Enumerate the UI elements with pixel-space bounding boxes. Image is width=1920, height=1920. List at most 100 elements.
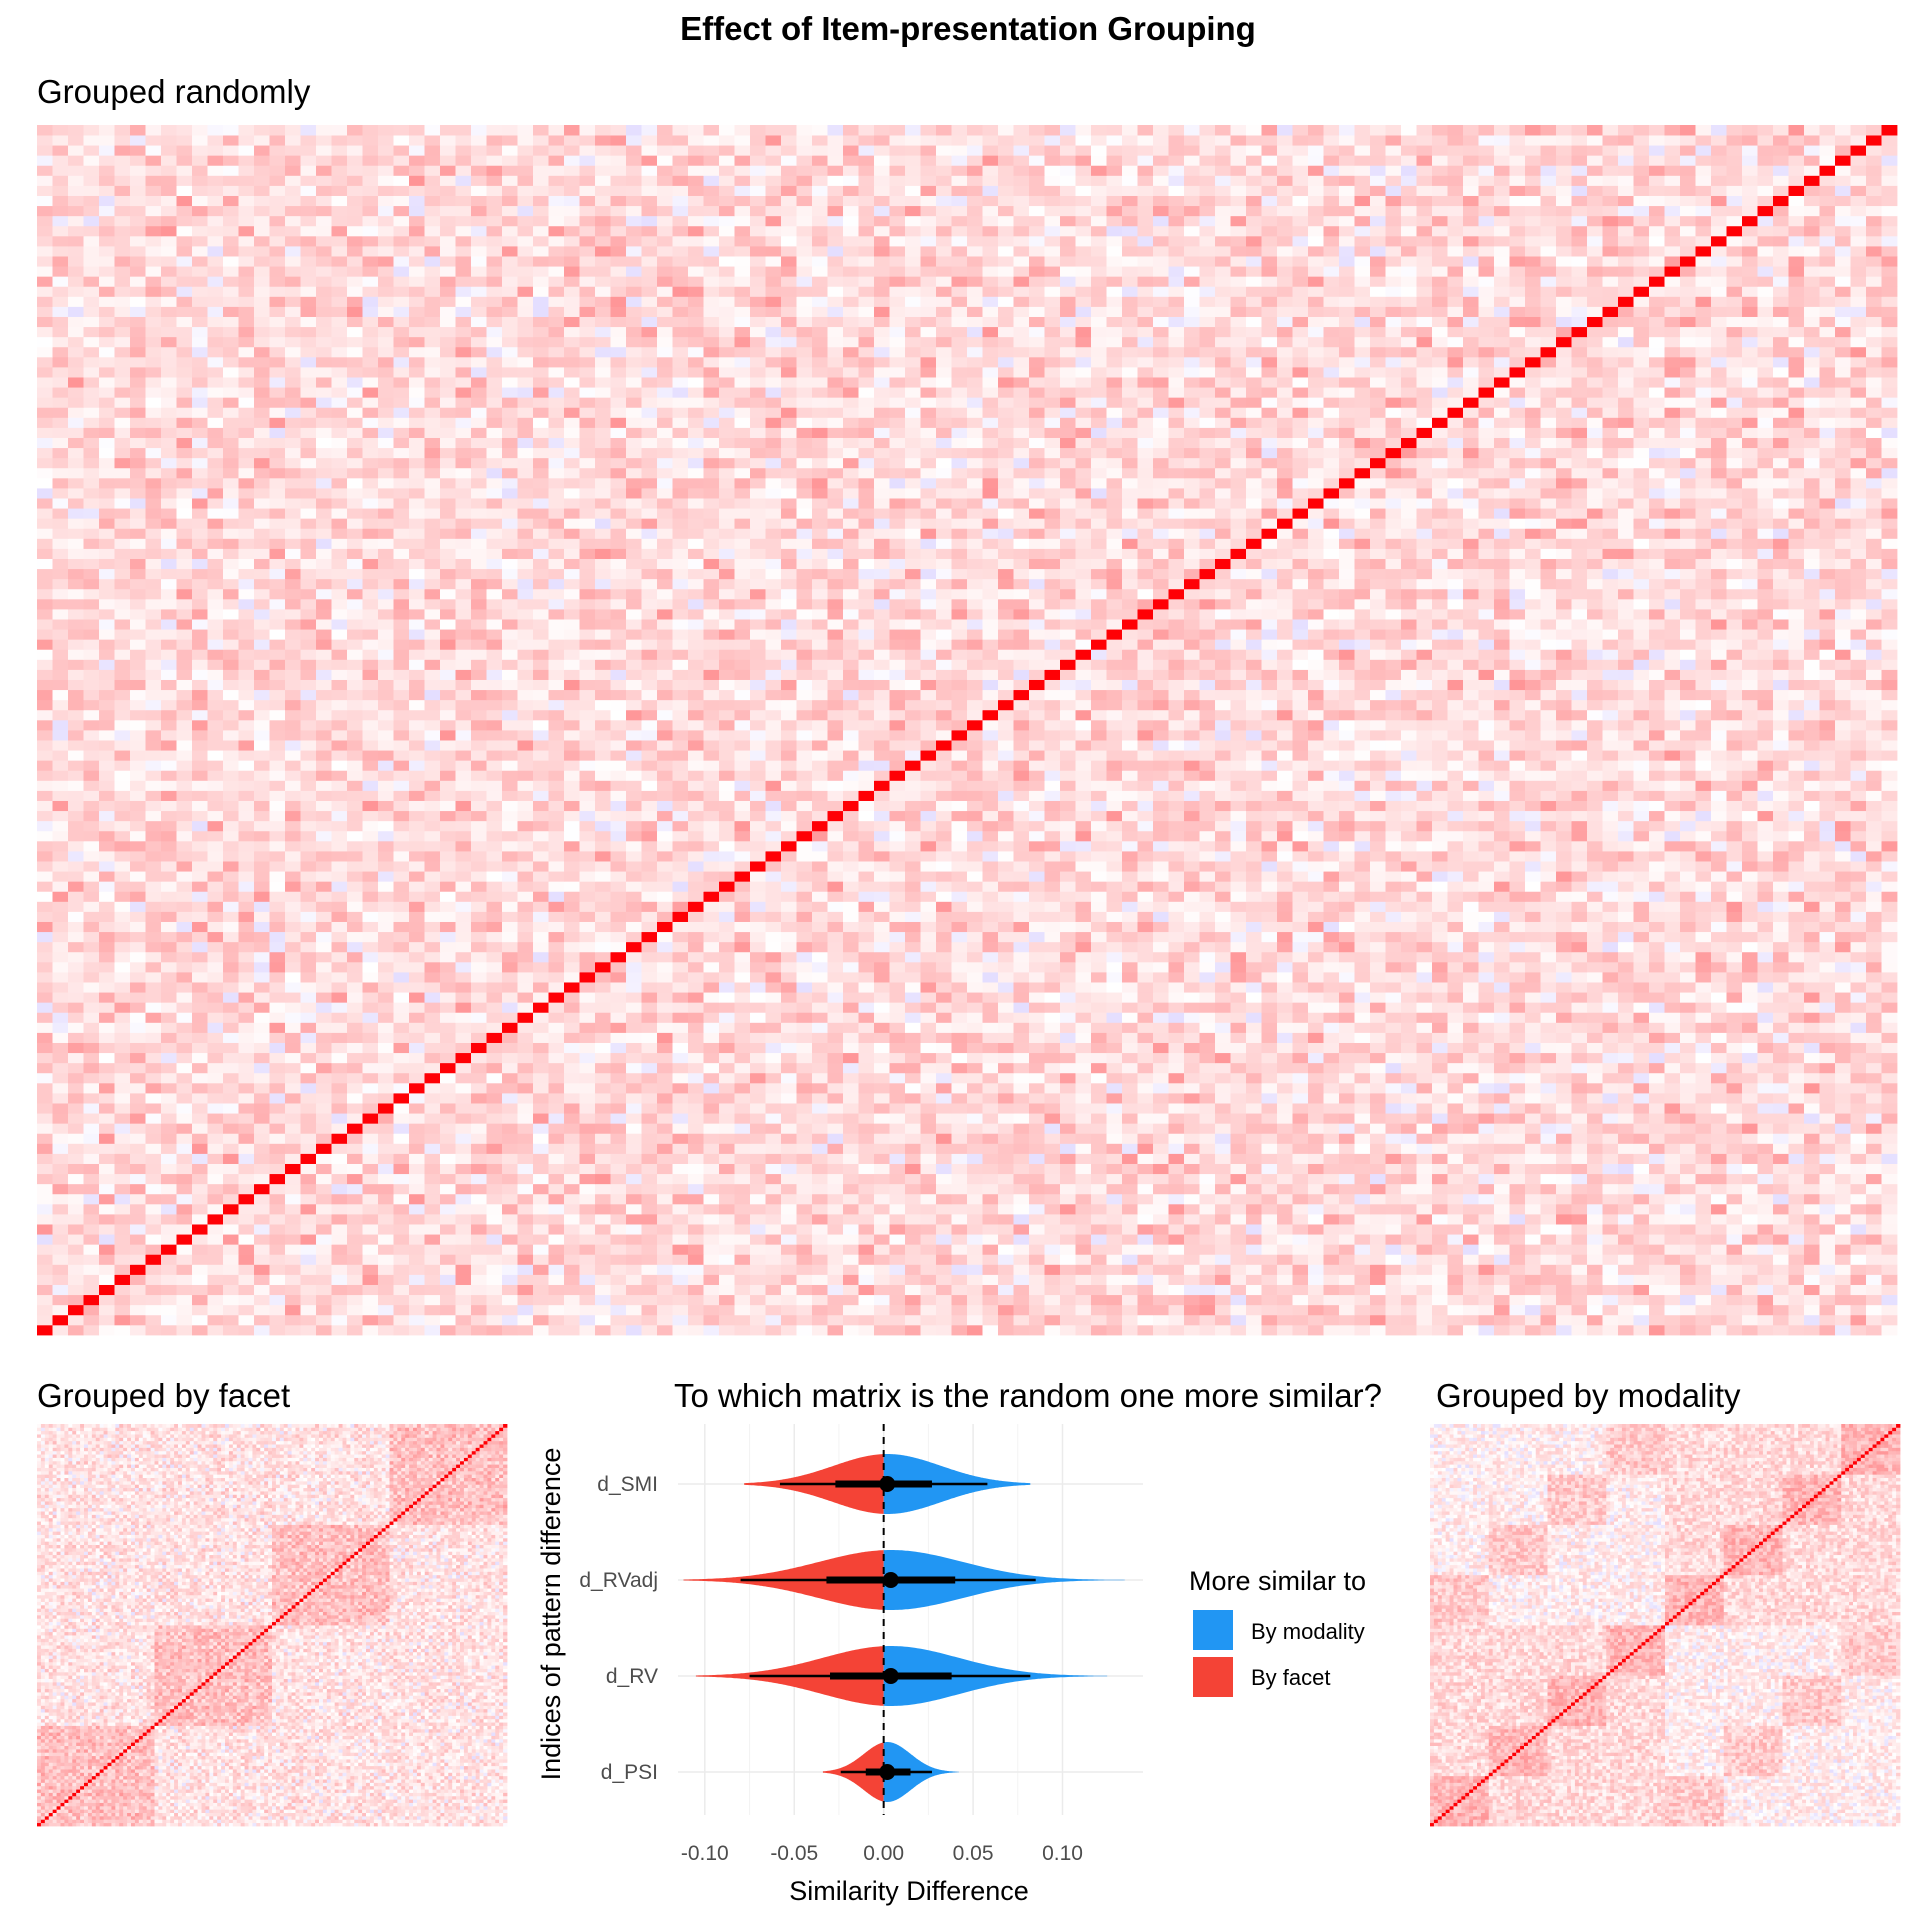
heatmap-cell <box>52 972 69 983</box>
heatmap-cell <box>1866 1304 1882 1316</box>
heatmap-cell <box>1602 1254 1619 1265</box>
heatmap-cell <box>1494 1052 1510 1064</box>
heatmap-cell <box>1571 1133 1588 1144</box>
heatmap-cell <box>192 1143 208 1154</box>
heatmap-cell <box>1850 1314 1867 1326</box>
heatmap-cell <box>703 1173 720 1185</box>
heatmap-cell <box>1416 1052 1433 1064</box>
heatmap-cell <box>657 1314 673 1326</box>
heatmap-cell <box>1649 951 1665 963</box>
heatmap-cell <box>362 1324 379 1336</box>
heatmap-cell <box>719 1153 735 1164</box>
heatmap-cell <box>1695 1062 1712 1074</box>
heatmap-cell <box>595 1052 611 1064</box>
heatmap-cell <box>1711 1113 1727 1124</box>
heatmap-cell <box>285 1143 301 1154</box>
heatmap-cell <box>1525 1324 1541 1336</box>
heatmap-cell <box>161 931 177 943</box>
heatmap-cell <box>1602 972 1619 983</box>
heatmap-cell <box>68 1234 84 1245</box>
heatmap-cell <box>1385 1264 1402 1275</box>
heatmap-cell <box>951 951 968 963</box>
heatmap-cell <box>37 961 53 973</box>
heatmap-cell <box>703 1324 720 1336</box>
heatmap-cell <box>1509 1173 1526 1185</box>
heatmap-cell <box>1323 1153 1340 1164</box>
heatmap-cell <box>1556 982 1572 993</box>
heatmap-cell <box>874 1103 890 1114</box>
heatmap-cell <box>1339 972 1355 983</box>
heatmap-cell <box>1788 1183 1805 1195</box>
heatmap-cell <box>1680 1294 1696 1306</box>
heatmap-cell <box>1633 1032 1650 1043</box>
heatmap-cell <box>610 1143 627 1154</box>
heatmap-cell <box>1835 1032 1851 1043</box>
heatmap-cell <box>672 1032 689 1043</box>
heatmap-cell <box>1478 1103 1495 1114</box>
heatmap-cell <box>300 1002 317 1013</box>
heatmap-cell <box>145 1032 162 1043</box>
heatmap-cell <box>1525 1143 1541 1154</box>
heatmap-cell <box>1075 1264 1092 1275</box>
heatmap-cell <box>1494 951 1510 963</box>
heatmap-cell <box>471 1203 487 1215</box>
heatmap-cell <box>1819 1042 1836 1054</box>
heatmap-cell <box>1013 1183 1030 1195</box>
heatmap-cell <box>114 1133 131 1144</box>
heatmap-cell <box>1246 1123 1262 1134</box>
heatmap-cell <box>1106 941 1123 953</box>
heatmap-cell <box>1447 1093 1464 1104</box>
heatmap-cell <box>889 921 906 933</box>
heatmap-cell <box>874 1264 890 1275</box>
heatmap-cell <box>1804 1314 1820 1326</box>
heatmap-cell <box>68 1284 84 1296</box>
heatmap-cell <box>1447 1082 1464 1094</box>
heatmap-cell <box>1323 1012 1340 1023</box>
heatmap-cell <box>1106 921 1123 933</box>
heatmap-cell <box>610 1264 627 1275</box>
heatmap-cell <box>1153 1052 1169 1064</box>
heatmap-cell <box>1354 1314 1371 1326</box>
heatmap-cell <box>1540 1234 1557 1245</box>
heatmap-cell <box>1819 1284 1836 1296</box>
heatmap-cell <box>967 1062 983 1074</box>
heatmap-cell <box>579 1183 596 1195</box>
heatmap-cell <box>1075 1143 1092 1154</box>
heatmap-cell <box>1168 1153 1185 1164</box>
heatmap-cell <box>796 1163 813 1175</box>
heatmap-cell <box>1726 1093 1743 1104</box>
heatmap-cell <box>564 1012 580 1023</box>
heatmap-cell <box>1602 1173 1619 1185</box>
heatmap-cell <box>1478 961 1495 973</box>
heatmap-cell <box>1773 1103 1789 1114</box>
heatmap-cell <box>657 1022 673 1033</box>
heatmap-cell <box>1804 1072 1820 1084</box>
heatmap-cell <box>1509 1143 1526 1154</box>
heatmap-cell <box>1153 1153 1169 1164</box>
heatmap-cell <box>1463 1082 1479 1094</box>
heatmap-cell <box>83 1072 100 1084</box>
heatmap-cell <box>1091 1062 1107 1074</box>
heatmap-cell <box>1819 1153 1836 1164</box>
heatmap-cell <box>827 1314 844 1326</box>
heatmap-cell <box>1649 1143 1665 1154</box>
heatmap-cell <box>1060 1203 1076 1215</box>
heatmap-cell <box>238 1082 255 1094</box>
heatmap-cell <box>517 1244 534 1255</box>
heatmap-cell <box>672 1153 689 1164</box>
heatmap-cell <box>1277 1022 1293 1033</box>
heatmap-cell <box>1137 951 1154 963</box>
heatmap-cell <box>1525 1052 1541 1064</box>
heatmap-cell <box>1060 1294 1076 1306</box>
heatmap-cell <box>1323 972 1340 983</box>
heatmap-cell <box>471 972 487 983</box>
heatmap-cell <box>1494 1244 1510 1255</box>
heatmap-cell <box>1726 1314 1743 1326</box>
heatmap-cell <box>1866 1224 1882 1235</box>
heatmap-cell <box>1354 1254 1371 1265</box>
heatmap-cell <box>316 1254 332 1265</box>
heatmap-cell <box>843 1203 859 1215</box>
heatmap-cell <box>998 1042 1014 1054</box>
heatmap-cell <box>1230 982 1247 993</box>
heatmap-cell <box>68 941 84 953</box>
